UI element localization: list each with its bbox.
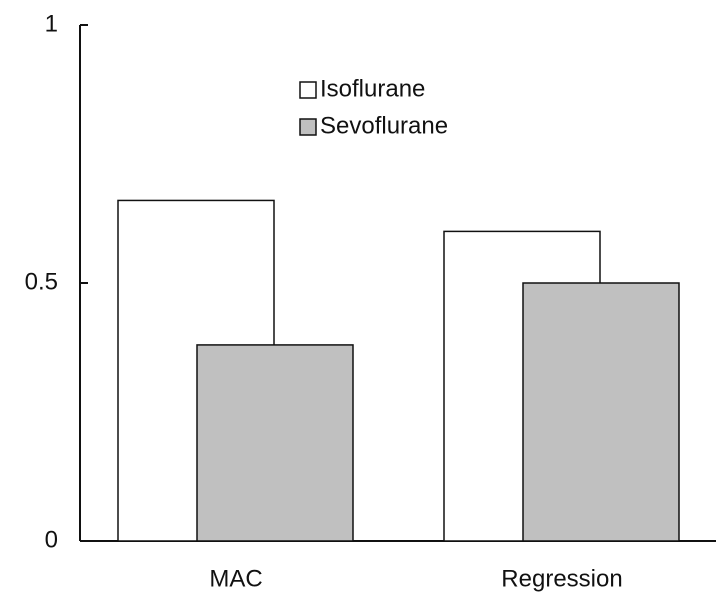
legend-swatch (299, 118, 317, 136)
x-tick-label: MAC (209, 565, 262, 592)
legend-label: Isoflurane (320, 75, 425, 102)
legend-swatch (299, 81, 317, 99)
x-tick-label: Regression (501, 565, 622, 592)
legend-label: Sevoflurane (320, 112, 448, 139)
bar (522, 282, 680, 542)
y-tick-label: 0.5 (25, 268, 58, 295)
y-tick-label: 0 (45, 526, 58, 553)
y-tick-label: 1 (45, 10, 58, 37)
bar (196, 344, 354, 542)
